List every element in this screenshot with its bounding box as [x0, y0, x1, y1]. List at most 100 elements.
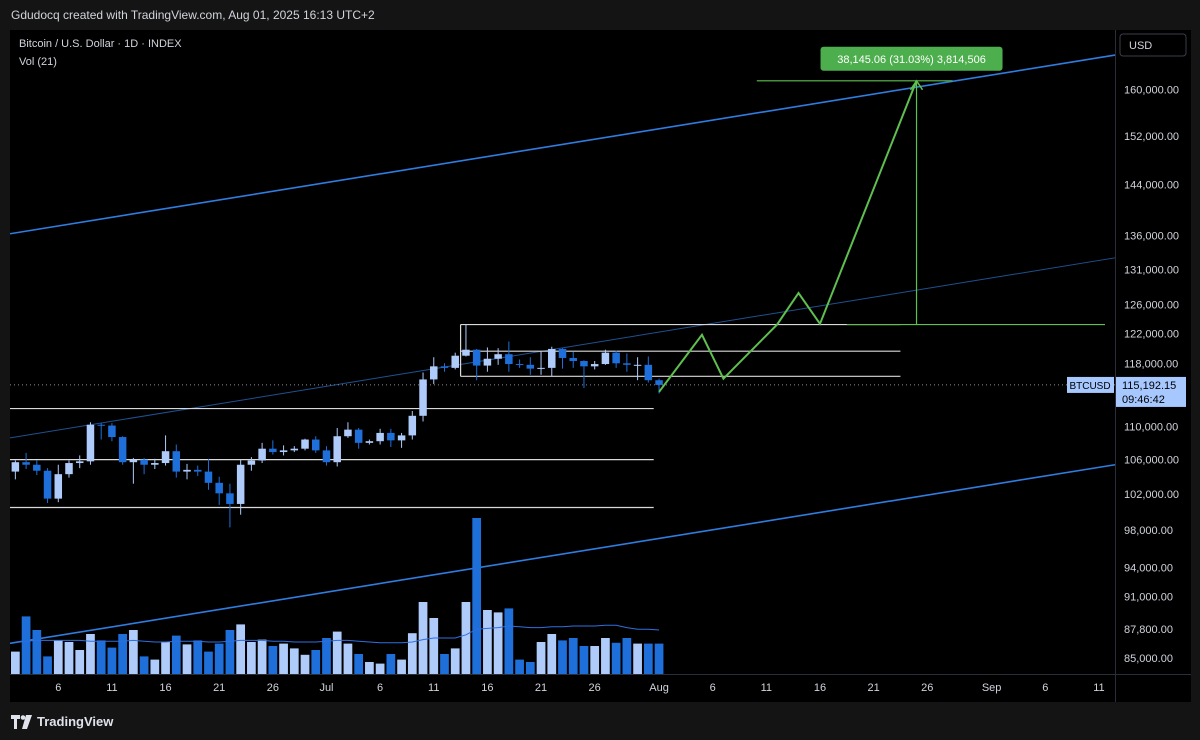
volume-bar: [493, 612, 503, 674]
tradingview-icon: [11, 714, 32, 729]
volume-bar: [32, 630, 42, 674]
time-tick-label: 6: [710, 682, 716, 694]
currency-label: USD: [1129, 40, 1152, 52]
volume-ma-line: [15, 624, 660, 644]
volume-legend[interactable]: Vol (21): [19, 56, 57, 68]
price-tick-label: 87,800.00: [1124, 624, 1173, 636]
volume-bar: [375, 663, 385, 674]
price-tick-label: 106,000.00: [1124, 455, 1179, 467]
price-tick-label: 131,000.00: [1124, 264, 1179, 276]
measure-label: 38,145.06 (31.03%) 3,814,506: [837, 54, 986, 66]
candle-body: [54, 474, 63, 499]
candle-body: [590, 364, 599, 367]
candle-body: [11, 462, 20, 472]
candle-body: [301, 439, 309, 449]
candle-body: [65, 463, 73, 475]
candle-body: [354, 429, 363, 443]
volume-bar: [622, 638, 632, 674]
candle-body: [580, 361, 588, 367]
volume-bar: [579, 646, 589, 674]
chart-caption: Gdudocq created with TradingView.com, Au…: [11, 8, 375, 22]
symbol-badge-label: BTCUSD: [1069, 381, 1110, 392]
candle-body: [311, 439, 320, 451]
candle-body: [558, 348, 567, 358]
last-price-value: 115,192.15: [1122, 380, 1176, 392]
candle-body: [161, 451, 170, 464]
candle-body: [462, 349, 470, 356]
volume-bar: [214, 643, 224, 674]
candle-body: [440, 366, 449, 368]
volume-bar: [43, 656, 52, 674]
candle-body: [387, 432, 395, 441]
volume-bar: [139, 656, 149, 674]
volume-bar: [483, 610, 492, 674]
volume-bar: [525, 662, 535, 674]
volume-bar: [643, 643, 653, 674]
volume-bar: [568, 638, 578, 674]
volume-bar: [611, 642, 621, 674]
candle-body: [97, 424, 105, 426]
candle-body: [129, 459, 138, 463]
time-tick-label: 21: [867, 682, 879, 694]
time-tick-label: 26: [921, 682, 933, 694]
candle-body: [344, 429, 352, 437]
volume-bar: [450, 648, 460, 674]
candle-body: [612, 352, 620, 364]
candle-body: [483, 358, 492, 366]
price-tick-label: 136,000.00: [1124, 231, 1179, 243]
candle-body: [430, 366, 438, 380]
candle-body: [193, 469, 202, 472]
candle-body: [43, 470, 52, 499]
volume-bar: [289, 648, 299, 674]
volume-bar: [322, 638, 331, 674]
time-tick-label: Sep: [982, 682, 1002, 694]
volume-bar: [558, 640, 567, 674]
volume-bar: [461, 602, 471, 674]
measure-arrow-head: [909, 79, 924, 91]
volume-bar: [332, 631, 342, 674]
tradingview-logo[interactable]: TradingView: [11, 714, 113, 729]
volume-bar: [472, 518, 482, 674]
currency-button[interactable]: [1119, 33, 1187, 57]
volume-bar: [225, 630, 235, 674]
volume-bar: [75, 650, 85, 674]
candle-body: [290, 448, 299, 451]
symbol-legend[interactable]: Bitcoin / U.S. Dollar · 1D · INDEX: [19, 38, 182, 50]
volume-bar: [182, 644, 192, 674]
candle-body: [269, 448, 277, 453]
volume-bar: [161, 642, 170, 674]
candle-body: [601, 352, 610, 365]
volume-bar: [590, 646, 600, 674]
volume-bar: [107, 647, 117, 674]
volume-bar: [547, 634, 557, 674]
candle-body: [505, 354, 513, 365]
candle-body: [172, 451, 181, 472]
candle-body: [75, 461, 84, 464]
time-tick-label: 11: [761, 682, 772, 694]
price-tick-label: 126,000.00: [1124, 299, 1179, 311]
measure-label-box: [820, 46, 1003, 71]
volume-bar: [407, 633, 417, 674]
time-tick-label: Jul: [319, 682, 333, 694]
volume-bar: [64, 642, 74, 674]
price-axis-panel: [1115, 30, 1191, 702]
chart-frame[interactable]: USD 160,000.00 152,000.00 144,000.00 136,000…: [10, 30, 1191, 702]
symbol-badge: [1067, 376, 1114, 393]
time-tick-label: 11: [106, 682, 117, 694]
channel-line-upper: [10, 54, 1116, 235]
volume-bar: [193, 640, 203, 674]
candle-body: [183, 469, 191, 472]
volume-bar: [300, 654, 310, 674]
time-tick-label: 26: [589, 682, 601, 694]
volume-bar: [601, 638, 610, 674]
volume-bar: [418, 602, 428, 674]
volume-bar: [654, 643, 664, 674]
candle-body: [376, 432, 384, 442]
price-tick-label: 94,000.00: [1124, 563, 1173, 575]
price-chart[interactable]: USD 160,000.00 152,000.00 144,000.00 136,000…: [10, 30, 1191, 702]
volume-bar: [204, 651, 213, 674]
candle-body: [151, 463, 159, 465]
volume-bar: [96, 640, 106, 674]
candle-body: [515, 364, 524, 366]
volume-bar: [118, 634, 128, 674]
